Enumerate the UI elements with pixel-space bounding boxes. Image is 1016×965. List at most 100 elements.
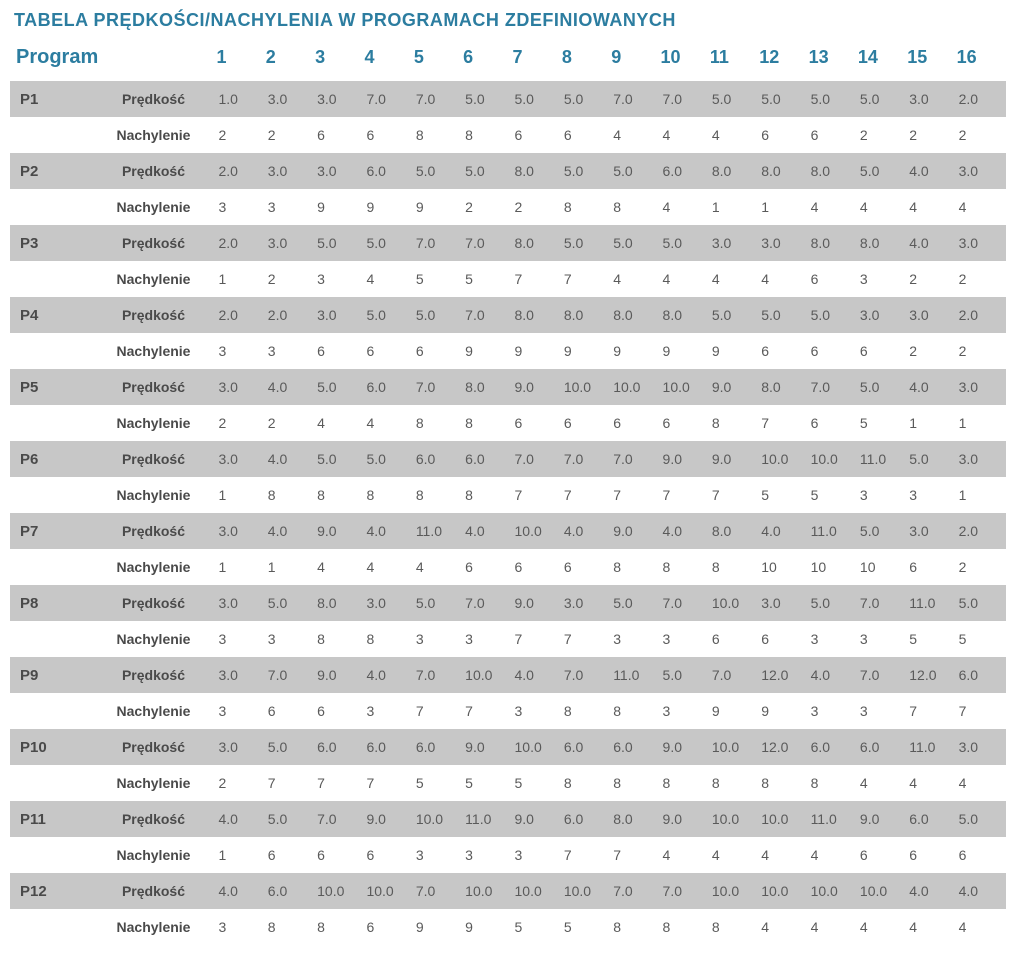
incline-cell: 4 [809, 189, 858, 225]
speed-cell: 5.0 [957, 585, 1006, 621]
table-row: Nachylenie2244886666876511 [10, 405, 1006, 441]
incline-cell: 10 [858, 549, 907, 585]
incline-cell: 5 [858, 405, 907, 441]
speed-cell: 3.0 [907, 513, 956, 549]
speed-cell: 5.0 [661, 657, 710, 693]
incline-cell: 9 [661, 333, 710, 369]
speed-cell: 3.0 [957, 225, 1006, 261]
row-label-speed: Prędkość [91, 513, 217, 549]
incline-cell: 2 [266, 117, 315, 153]
speed-cell: 11.0 [809, 513, 858, 549]
header-segment: 2 [266, 37, 315, 81]
incline-cell: 4 [809, 909, 858, 945]
speed-cell: 4.0 [907, 873, 956, 909]
incline-cell: 7 [562, 621, 611, 657]
header-segment: 5 [414, 37, 463, 81]
speed-cell: 5.0 [414, 585, 463, 621]
program-name-blank [10, 261, 91, 297]
speed-cell: 10.0 [710, 873, 759, 909]
speed-cell: 3.0 [216, 729, 265, 765]
header-segment: 3 [315, 37, 364, 81]
speed-cell: 8.0 [463, 369, 512, 405]
incline-cell: 3 [266, 189, 315, 225]
speed-cell: 8.0 [513, 297, 562, 333]
speed-cell: 11.0 [414, 513, 463, 549]
speed-cell: 9.0 [710, 441, 759, 477]
table-row: P7Prędkość3.04.09.04.011.04.010.04.09.04… [10, 513, 1006, 549]
speed-cell: 6.0 [364, 729, 413, 765]
incline-cell: 5 [562, 909, 611, 945]
speed-cell: 3.0 [957, 441, 1006, 477]
speed-cell: 7.0 [414, 225, 463, 261]
row-label-incline: Nachylenie [91, 693, 217, 729]
program-name-blank [10, 405, 91, 441]
speed-cell: 10.0 [513, 729, 562, 765]
header-segment: 14 [858, 37, 907, 81]
speed-cell: 2.0 [957, 81, 1006, 117]
speed-cell: 3.0 [710, 225, 759, 261]
incline-cell: 6 [809, 333, 858, 369]
header-row: Program 12345678910111213141516 [10, 37, 1006, 81]
incline-cell: 3 [858, 261, 907, 297]
table-row: Nachylenie3886995588844444 [10, 909, 1006, 945]
incline-cell: 2 [463, 189, 512, 225]
incline-cell: 3 [858, 693, 907, 729]
incline-cell: 4 [858, 909, 907, 945]
incline-cell: 5 [463, 765, 512, 801]
program-name: P6 [10, 441, 91, 477]
speed-cell: 3.0 [364, 585, 413, 621]
speed-cell: 2.0 [216, 225, 265, 261]
header-segment: 4 [364, 37, 413, 81]
table-row: Nachylenie1234557744446322 [10, 261, 1006, 297]
speed-cell: 5.0 [562, 81, 611, 117]
speed-cell: 5.0 [858, 369, 907, 405]
incline-cell: 9 [463, 909, 512, 945]
incline-cell: 6 [562, 549, 611, 585]
incline-cell: 5 [759, 477, 808, 513]
incline-cell: 7 [562, 837, 611, 873]
speed-cell: 4.0 [216, 873, 265, 909]
row-label-speed: Prędkość [91, 441, 217, 477]
speed-cell: 10.0 [710, 801, 759, 837]
incline-cell: 3 [216, 333, 265, 369]
incline-cell: 8 [266, 477, 315, 513]
incline-cell: 4 [661, 261, 710, 297]
incline-cell: 4 [364, 549, 413, 585]
incline-cell: 6 [315, 333, 364, 369]
speed-cell: 9.0 [513, 801, 562, 837]
incline-cell: 6 [710, 621, 759, 657]
speed-cell: 10.0 [562, 873, 611, 909]
incline-cell: 4 [858, 189, 907, 225]
speed-cell: 7.0 [562, 657, 611, 693]
speed-cell: 6.0 [957, 657, 1006, 693]
incline-cell: 9 [710, 333, 759, 369]
speed-cell: 7.0 [315, 801, 364, 837]
row-label-incline: Nachylenie [91, 621, 217, 657]
incline-cell: 9 [759, 693, 808, 729]
speed-cell: 6.0 [907, 801, 956, 837]
incline-cell: 4 [957, 909, 1006, 945]
incline-cell: 3 [809, 621, 858, 657]
speed-cell: 5.0 [611, 225, 660, 261]
speed-cell: 5.0 [266, 585, 315, 621]
speed-cell: 7.0 [562, 441, 611, 477]
speed-cell: 5.0 [809, 297, 858, 333]
speed-cell: 5.0 [611, 153, 660, 189]
speed-cell: 5.0 [414, 153, 463, 189]
speed-cell: 11.0 [858, 441, 907, 477]
row-label-incline: Nachylenie [91, 333, 217, 369]
incline-cell: 6 [266, 837, 315, 873]
incline-cell: 7 [513, 261, 562, 297]
incline-cell: 3 [858, 621, 907, 657]
incline-cell: 8 [710, 765, 759, 801]
program-name-blank [10, 621, 91, 657]
header-segment: 1 [216, 37, 265, 81]
speed-cell: 8.0 [809, 225, 858, 261]
row-label-incline: Nachylenie [91, 549, 217, 585]
speed-cell: 3.0 [216, 369, 265, 405]
incline-cell: 2 [957, 549, 1006, 585]
program-name-blank [10, 693, 91, 729]
incline-cell: 1 [216, 837, 265, 873]
row-label-incline: Nachylenie [91, 909, 217, 945]
incline-cell: 5 [463, 261, 512, 297]
